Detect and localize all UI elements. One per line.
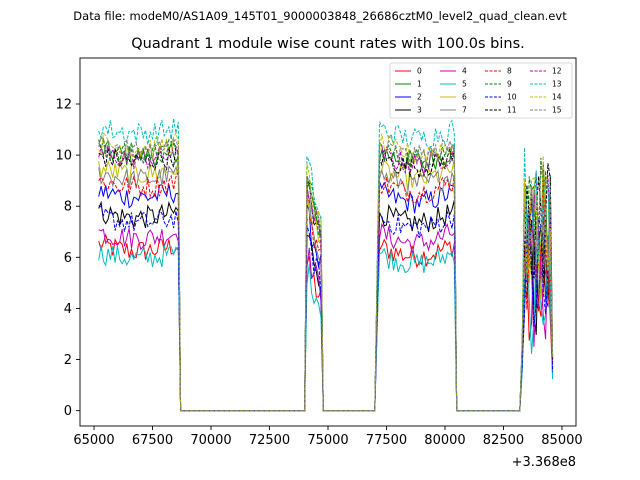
x-tick-label: 80000 [424, 433, 465, 448]
chart-title: Quadrant 1 module wise count rates with … [131, 36, 525, 52]
series-line-5 [98, 233, 554, 412]
y-axis: 0 2 4 6 8 10 12 [55, 98, 80, 419]
legend-label-14: 14 [552, 93, 562, 102]
legend-label-2: 2 [417, 93, 422, 102]
y-tick-label: 6 [64, 251, 72, 266]
series-line-11 [98, 146, 554, 412]
legend-label-15: 15 [552, 106, 562, 115]
legend-label-1: 1 [417, 80, 422, 89]
x-offset-label: +3.368e8 [512, 455, 576, 470]
series-line-2 [98, 181, 554, 412]
y-tick-label: 12 [55, 98, 72, 113]
x-tick-label: 75000 [307, 433, 348, 448]
x-tick-label: 82500 [483, 433, 524, 448]
plot-lines [98, 118, 554, 412]
series-line-13 [98, 118, 554, 412]
x-tick-label: 77500 [366, 433, 407, 448]
series-line-7 [98, 165, 554, 412]
x-tick-label: 65000 [73, 433, 114, 448]
legend-label-11: 11 [507, 106, 517, 115]
series-line-15 [98, 135, 554, 412]
legend-label-3: 3 [417, 106, 422, 115]
legend-label-12: 12 [552, 67, 562, 76]
series-line-4 [98, 214, 554, 412]
x-tick-label: 72500 [249, 433, 290, 448]
y-tick-label: 8 [64, 200, 72, 215]
series-line-0 [98, 233, 554, 412]
legend-label-4: 4 [462, 67, 467, 76]
y-tick-label: 4 [64, 302, 72, 317]
y-tick-label: 2 [64, 353, 72, 368]
y-tick-label: 10 [55, 149, 72, 164]
legend-label-9: 9 [507, 80, 512, 89]
series-line-8 [98, 171, 554, 412]
x-axis: 65000 67500 70000 72500 75000 77500 80000 82500… [73, 426, 583, 448]
series-line-14 [98, 131, 554, 412]
chart-suptitle: Data file: modeM0/AS1A09_145T01_90000038… [73, 9, 567, 23]
series-line-12 [98, 141, 554, 412]
series-line-10 [98, 205, 554, 412]
y-tick-label: 0 [64, 404, 72, 419]
legend-box [389, 62, 573, 119]
legend-label-5: 5 [462, 80, 467, 89]
legend-label-0: 0 [417, 67, 422, 76]
series-line-3 [98, 200, 554, 412]
x-tick-label: 70000 [190, 433, 231, 448]
legend-label-13: 13 [552, 80, 562, 89]
legend-label-7: 7 [462, 106, 467, 115]
x-tick-label: 85000 [541, 433, 582, 448]
legend-label-10: 10 [507, 93, 517, 102]
x-tick-label: 67500 [132, 433, 173, 448]
legend-label-8: 8 [507, 67, 512, 76]
legend-label-6: 6 [462, 93, 467, 102]
